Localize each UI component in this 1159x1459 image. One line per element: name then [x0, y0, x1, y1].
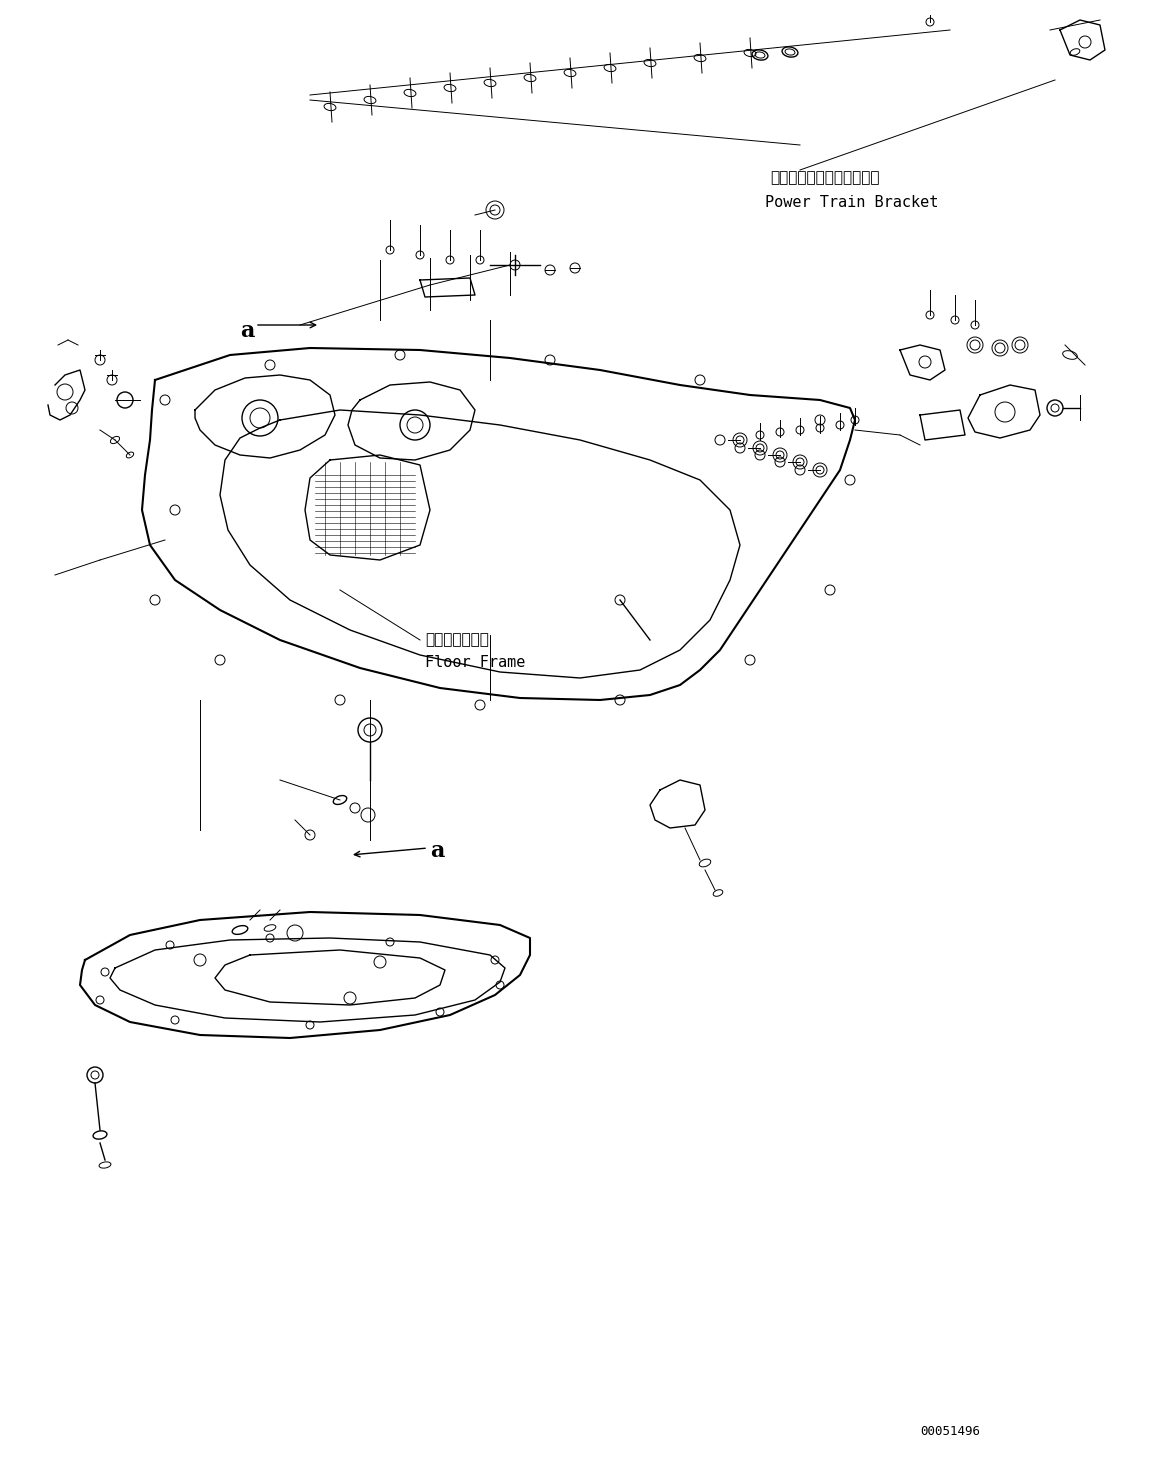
Text: Floor Frame: Floor Frame [425, 655, 525, 670]
Text: 00051496: 00051496 [920, 1425, 981, 1439]
Text: Power Train Bracket: Power Train Bracket [765, 196, 939, 210]
Text: a: a [430, 840, 444, 862]
Text: フロアフレーム: フロアフレーム [425, 632, 489, 646]
Text: パワートレインブラケット: パワートレインブラケット [770, 171, 880, 185]
Text: a: a [240, 320, 254, 341]
